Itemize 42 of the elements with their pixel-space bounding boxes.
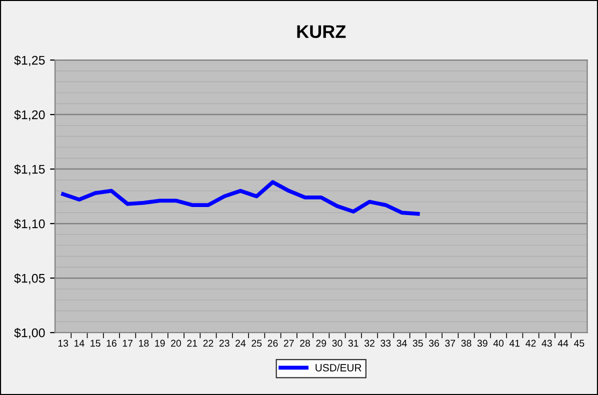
x-tick-label: 32 [364, 340, 374, 347]
x-tick-label: 43 [542, 340, 552, 347]
x-tick-label: 19 [155, 340, 165, 347]
x-tick-label: 33 [380, 340, 391, 347]
y-tick-label: $1,15 [14, 164, 45, 176]
x-tick-label: 39 [477, 340, 488, 347]
x-tick-label: 44 [558, 340, 568, 347]
legend-label: USD/EUR [316, 364, 362, 372]
x-tick-label: 41 [509, 340, 520, 347]
x-tick-label: 15 [90, 340, 100, 347]
x-tick-label: 34 [396, 340, 407, 347]
x-tick-label: 16 [106, 340, 116, 347]
x-tick-label: 36 [428, 340, 439, 347]
x-tick-label: 18 [139, 340, 149, 347]
x-tick-label: 38 [461, 340, 472, 347]
y-tick-label: $1,10 [14, 218, 45, 230]
x-tick-label: 23 [219, 340, 230, 347]
x-tick-label: 14 [74, 340, 84, 347]
x-tick-label: 26 [268, 340, 278, 347]
x-tick-label: 35 [412, 340, 423, 347]
line-series [61, 180, 420, 216]
y-tick-label: $1,05 [14, 273, 45, 284]
x-tick-label: 42 [526, 340, 536, 347]
x-tick-label: 25 [252, 340, 262, 347]
y-tick-label: $1,20 [14, 110, 45, 121]
y-tick-label: $1,00 [14, 328, 45, 339]
x-tick-label: 45 [574, 340, 584, 347]
x-tick-label: 20 [171, 340, 181, 347]
x-tick-label: 37 [445, 340, 456, 347]
x-tick-label: 13 [58, 340, 68, 347]
y-tick-label: $1,25 [14, 55, 45, 66]
x-tick-label: 27 [284, 340, 294, 347]
x-tick-label: 21 [187, 340, 198, 347]
x-tick-label: 24 [236, 340, 246, 347]
x-tick-label: 17 [122, 340, 133, 347]
x-tick-label: 30 [332, 340, 342, 347]
x-tick-label: 29 [316, 340, 326, 347]
x-tick-label: 40 [493, 340, 504, 347]
chart-title: KURZ [297, 25, 346, 38]
x-tick-label: 28 [300, 340, 310, 347]
x-tick-label: 22 [203, 340, 214, 347]
x-tick-label: 31 [348, 340, 358, 347]
